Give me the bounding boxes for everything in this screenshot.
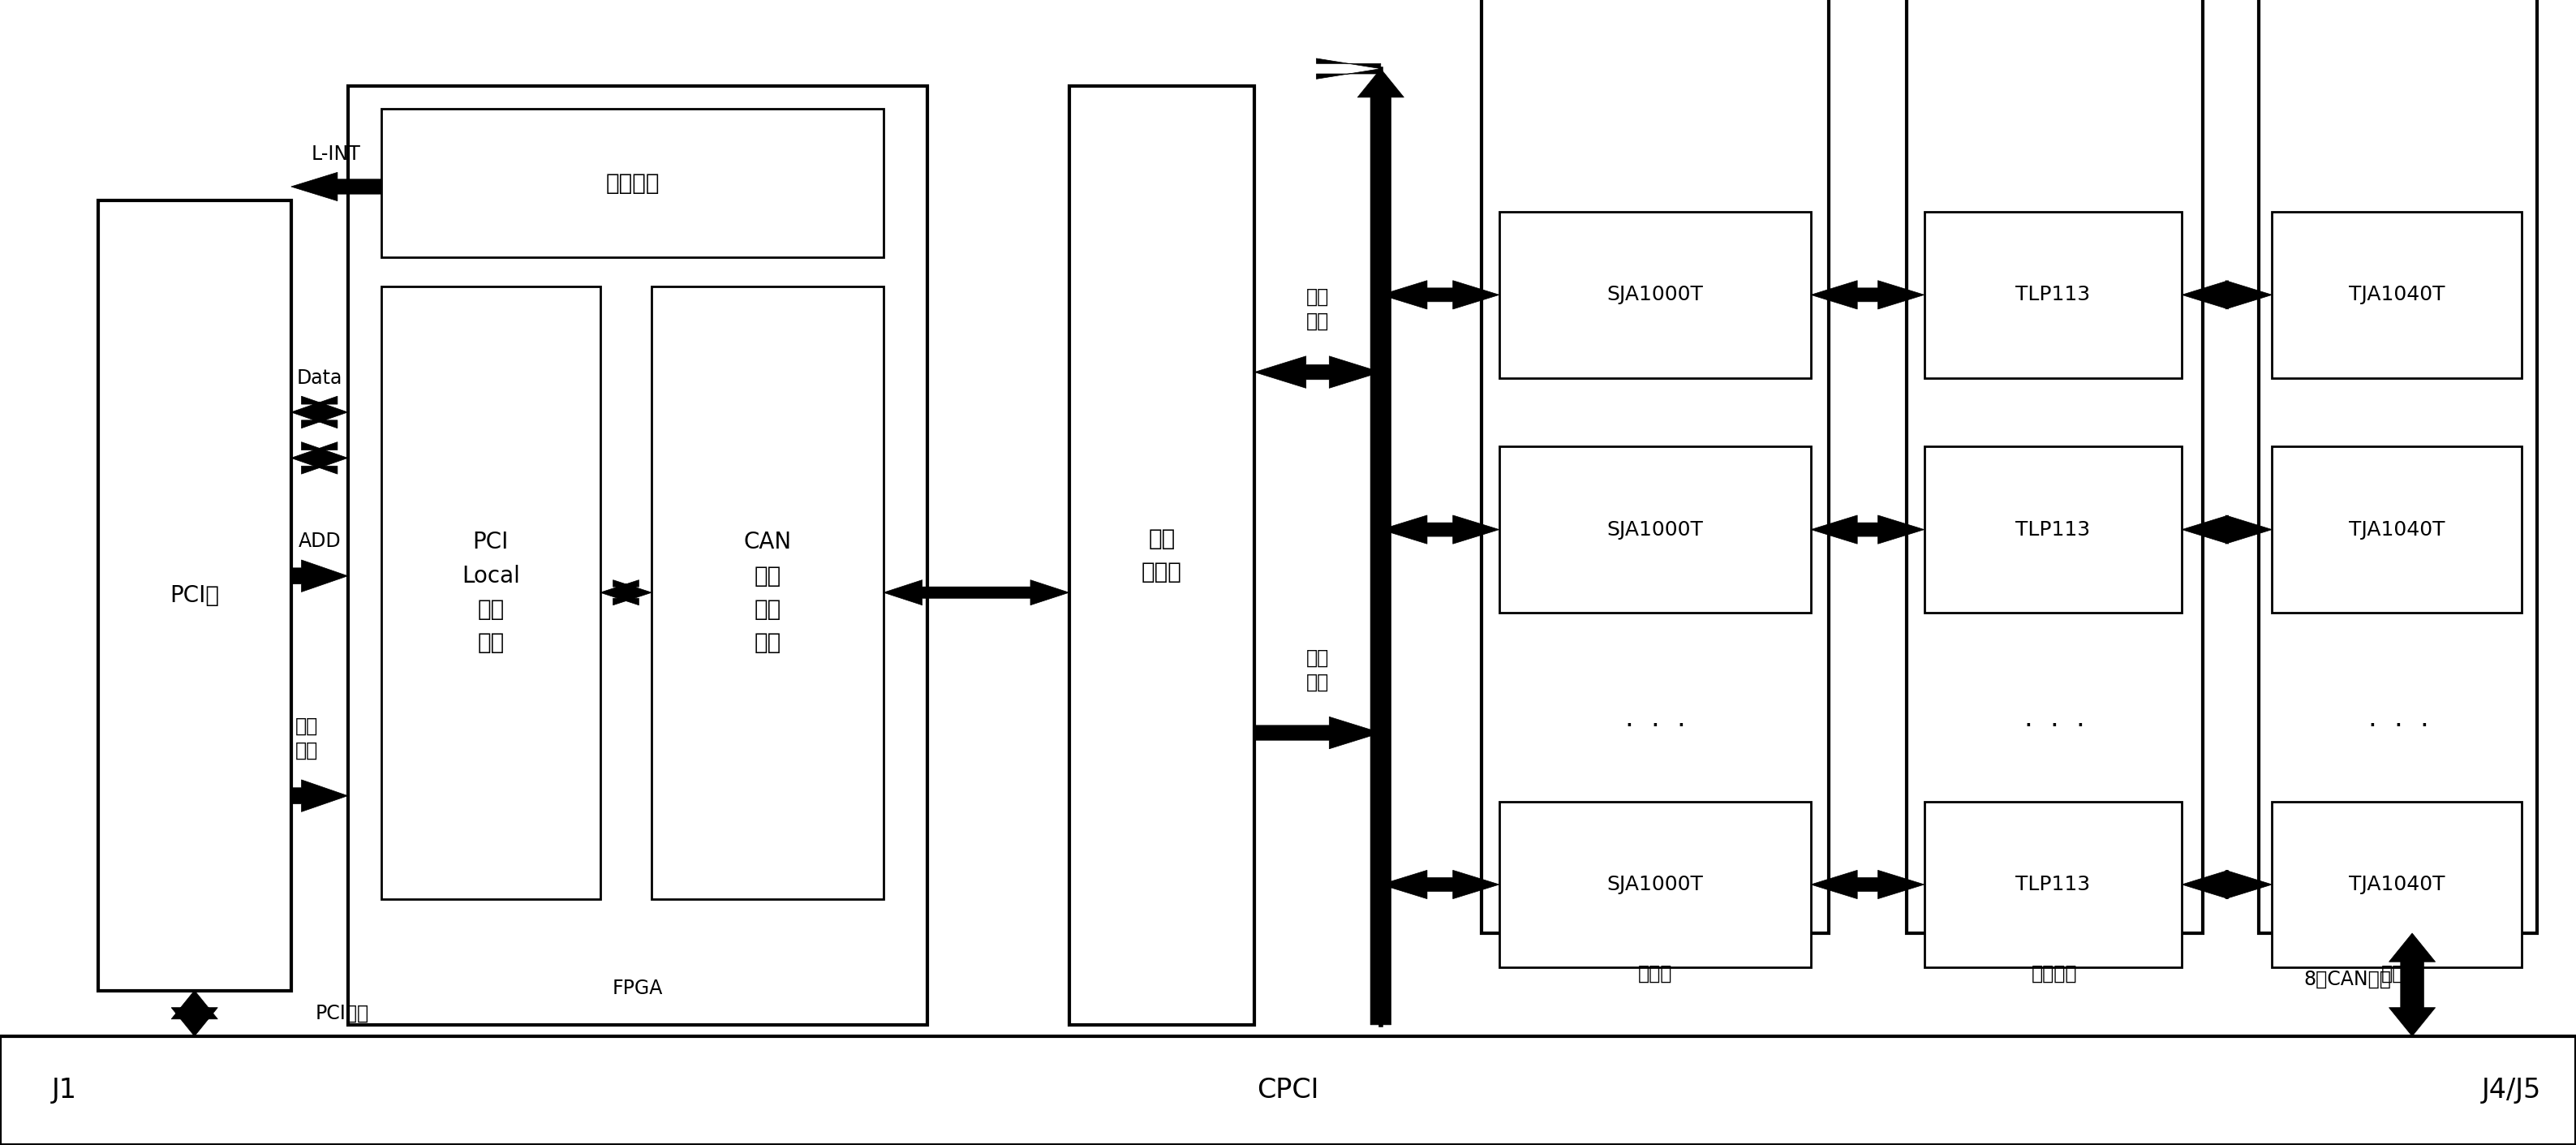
Bar bbox=[381, 286, 600, 899]
Text: 地址
数据: 地址 数据 bbox=[1306, 287, 1329, 331]
Polygon shape bbox=[170, 990, 216, 1036]
Text: J1: J1 bbox=[52, 1077, 77, 1104]
Text: 光隔离器: 光隔离器 bbox=[2032, 963, 2076, 984]
Polygon shape bbox=[1381, 281, 1499, 309]
Text: TLP113: TLP113 bbox=[2014, 875, 2092, 894]
Text: TLP113: TLP113 bbox=[2014, 520, 2092, 539]
Polygon shape bbox=[600, 579, 652, 605]
Bar bbox=[0, 1036, 2576, 1145]
Text: ·  ·  ·: · · · bbox=[1625, 713, 1685, 741]
Bar bbox=[1906, 0, 2202, 933]
Polygon shape bbox=[1255, 717, 1381, 749]
Polygon shape bbox=[2182, 281, 2272, 309]
Polygon shape bbox=[1811, 515, 1924, 544]
Bar bbox=[348, 86, 927, 1025]
Polygon shape bbox=[1381, 515, 1499, 544]
Polygon shape bbox=[2182, 870, 2272, 899]
Text: TJA1040T: TJA1040T bbox=[2349, 875, 2445, 894]
Polygon shape bbox=[291, 780, 348, 812]
Polygon shape bbox=[291, 442, 348, 474]
Text: SJA1000T: SJA1000T bbox=[1607, 285, 1703, 305]
Polygon shape bbox=[2388, 933, 2434, 1036]
Text: 中断处理: 中断处理 bbox=[605, 172, 659, 195]
Text: L-INT: L-INT bbox=[312, 144, 361, 165]
Text: 8路CAN总线: 8路CAN总线 bbox=[2303, 969, 2391, 989]
Text: CPCI: CPCI bbox=[1257, 1077, 1319, 1104]
Bar bbox=[1924, 212, 2182, 378]
Bar bbox=[2272, 212, 2522, 378]
Bar bbox=[2259, 0, 2537, 933]
Text: FPGA: FPGA bbox=[613, 978, 662, 998]
Polygon shape bbox=[291, 396, 348, 428]
Text: PCI总线: PCI总线 bbox=[314, 1003, 368, 1024]
Polygon shape bbox=[1811, 281, 1924, 309]
Text: PCI桥: PCI桥 bbox=[170, 584, 219, 607]
Bar bbox=[1481, 0, 1829, 933]
Bar bbox=[1069, 86, 1255, 1025]
Text: SJA1000T: SJA1000T bbox=[1607, 520, 1703, 539]
Polygon shape bbox=[1316, 58, 1381, 79]
Text: CAN
总线
控制
逻辑: CAN 总线 控制 逻辑 bbox=[744, 531, 791, 654]
Polygon shape bbox=[1358, 69, 1404, 1025]
Polygon shape bbox=[2182, 515, 2272, 544]
Bar bbox=[1499, 212, 1811, 378]
Polygon shape bbox=[884, 579, 1069, 605]
Polygon shape bbox=[291, 560, 348, 592]
Text: 控制
信号: 控制 信号 bbox=[296, 717, 317, 760]
Text: ADD: ADD bbox=[299, 531, 340, 552]
Text: TJA1040T: TJA1040T bbox=[2349, 285, 2445, 305]
Bar bbox=[1499, 802, 1811, 968]
Polygon shape bbox=[1811, 870, 1924, 899]
Polygon shape bbox=[291, 173, 381, 202]
Text: 收发器: 收发器 bbox=[2380, 963, 2416, 984]
Text: ·  ·  ·: · · · bbox=[2025, 713, 2084, 741]
Polygon shape bbox=[1381, 870, 1499, 899]
Bar bbox=[98, 200, 291, 990]
Bar bbox=[1499, 447, 1811, 613]
Text: J4/J5: J4/J5 bbox=[2481, 1077, 2543, 1104]
Bar bbox=[2272, 802, 2522, 968]
Text: 控制
信号: 控制 信号 bbox=[1306, 648, 1329, 692]
Bar bbox=[2272, 447, 2522, 613]
Bar bbox=[1924, 802, 2182, 968]
Text: ·  ·  ·: · · · bbox=[2367, 713, 2429, 741]
Text: SJA1000T: SJA1000T bbox=[1607, 875, 1703, 894]
Bar bbox=[381, 109, 884, 258]
Text: Data: Data bbox=[296, 368, 343, 388]
Text: 电平
转换器: 电平 转换器 bbox=[1141, 527, 1182, 584]
Text: PCI
Local
接口
逻辑: PCI Local 接口 逻辑 bbox=[461, 531, 520, 654]
Polygon shape bbox=[1255, 356, 1381, 388]
Bar bbox=[652, 286, 884, 899]
Bar bbox=[1924, 447, 2182, 613]
Text: 控制器: 控制器 bbox=[1638, 963, 1672, 984]
Text: TJA1040T: TJA1040T bbox=[2349, 520, 2445, 539]
Text: TLP113: TLP113 bbox=[2014, 285, 2092, 305]
